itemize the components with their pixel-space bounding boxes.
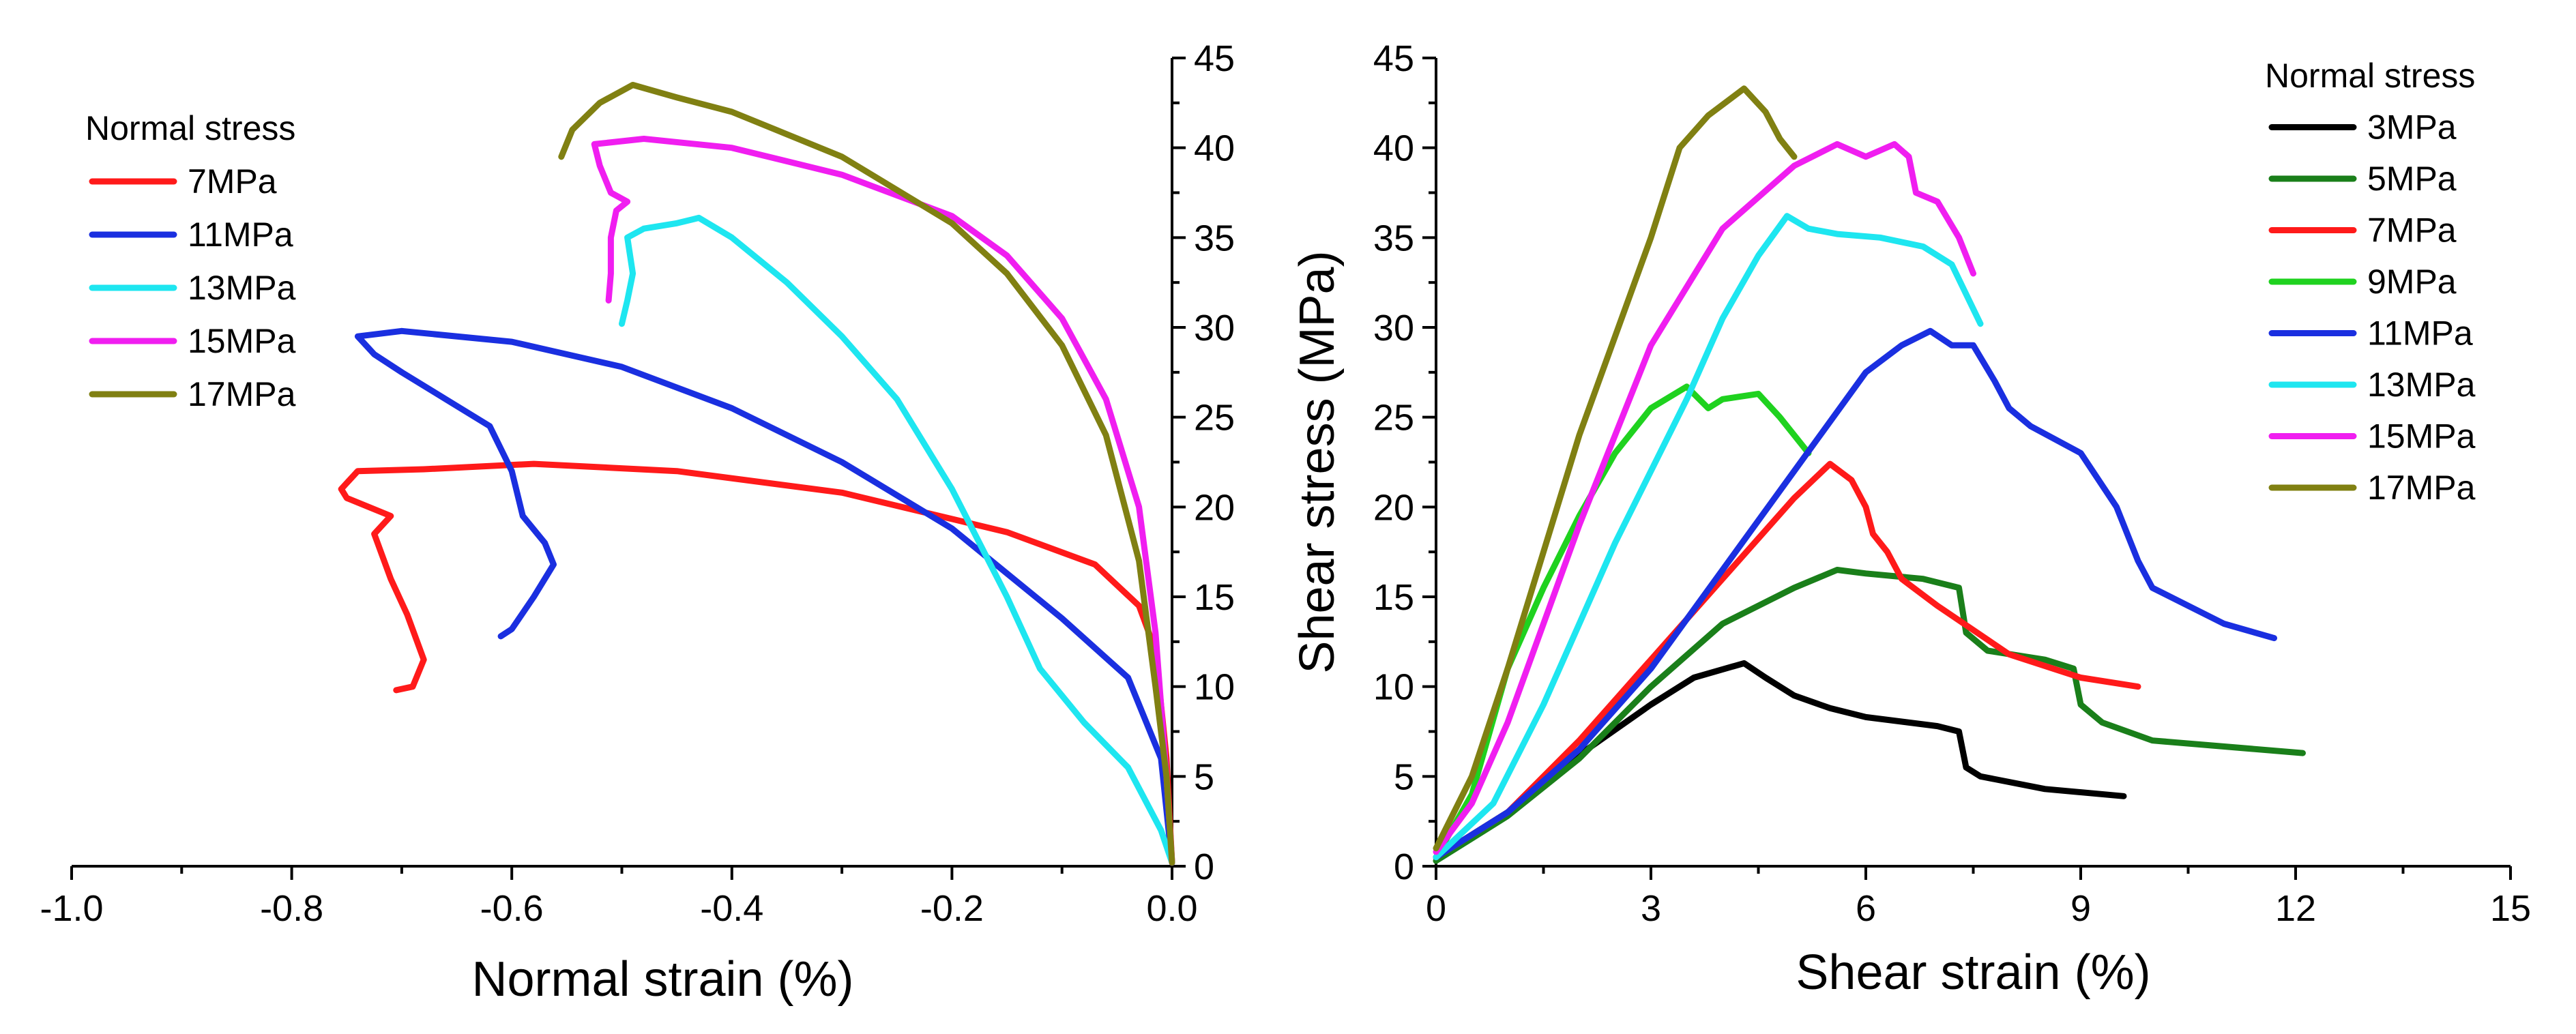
series-line-13mpa bbox=[1433, 213, 1984, 861]
series-line-7mpa bbox=[1433, 460, 2141, 861]
series-line-15mpa bbox=[591, 136, 1175, 866]
legend: Normal stress 7MPa 11MPa 13MPa 15MPa 17MPa bbox=[85, 109, 296, 413]
series-line-7mpa bbox=[338, 460, 1175, 866]
y-tick-label: 15 bbox=[1373, 577, 1414, 618]
legend-label-5mpa: 5MPa bbox=[2367, 160, 2457, 198]
legend-label-15mpa: 15MPa bbox=[2367, 417, 2476, 456]
legend-label-13mpa: 13MPa bbox=[188, 269, 296, 307]
x-tick-label: 12 bbox=[2275, 888, 2316, 929]
y-tick-label: 0 bbox=[1194, 846, 1214, 887]
legend-label-3mpa: 3MPa bbox=[2367, 108, 2457, 147]
x-tick-label: 15 bbox=[2490, 888, 2531, 929]
y-tick-label: 20 bbox=[1194, 487, 1235, 528]
series-line-3mpa bbox=[1433, 660, 2127, 861]
y-tick-label: 35 bbox=[1194, 218, 1235, 258]
series-line-17mpa bbox=[1433, 85, 1798, 852]
x-axis-title: Shear strain (%) bbox=[1796, 945, 2150, 1000]
legend-label-13mpa: 13MPa bbox=[2367, 366, 2476, 404]
series-line-17mpa bbox=[558, 82, 1175, 866]
legend-label-15mpa: 15MPa bbox=[188, 322, 296, 360]
y-tick-label: 15 bbox=[1194, 577, 1235, 618]
legend-title: Normal stress bbox=[85, 109, 295, 147]
normal-strain-panel: -1.0 -0.8 -0.6 -0.4 -0.2 0.00 5 10 15 20 25 30 35 40 4… bbox=[40, 38, 1235, 1007]
x-axis-title: Normal strain (%) bbox=[471, 952, 853, 1007]
legend-title: Normal stress bbox=[2265, 57, 2475, 95]
series-line-15mpa bbox=[1433, 141, 1976, 855]
series-line-9mpa bbox=[1433, 383, 1812, 861]
x-tick-label: -1.0 bbox=[40, 888, 103, 929]
legend-label-9mpa: 9MPa bbox=[2367, 263, 2457, 301]
y-tick-label: 25 bbox=[1373, 398, 1414, 439]
legend-label-11mpa: 11MPa bbox=[188, 216, 293, 254]
y-tick-label: 5 bbox=[1394, 756, 1414, 797]
legend-label-11mpa: 11MPa bbox=[2367, 314, 2473, 353]
x-tick-label: 9 bbox=[2070, 888, 2091, 929]
y-tick-label: 30 bbox=[1194, 308, 1235, 349]
x-tick-label: 0 bbox=[1426, 888, 1446, 929]
x-tick-label: -0.2 bbox=[920, 888, 984, 929]
y-tick-label: 10 bbox=[1373, 667, 1414, 708]
y-tick-label: 20 bbox=[1373, 487, 1414, 528]
series-line-13mpa bbox=[619, 214, 1175, 866]
y-tick-label: 25 bbox=[1194, 398, 1235, 439]
y-tick-label: 45 bbox=[1194, 38, 1235, 79]
legend-label-7mpa: 7MPa bbox=[188, 162, 277, 201]
x-tick-label: -0.4 bbox=[700, 888, 763, 929]
y-axis-title: Shear stress (MPa) bbox=[1290, 250, 1345, 673]
y-tick-label: 10 bbox=[1194, 667, 1235, 708]
y-tick-label: 5 bbox=[1194, 756, 1214, 797]
y-tick-label: 40 bbox=[1194, 128, 1235, 169]
x-tick-label: -0.8 bbox=[260, 888, 323, 929]
x-tick-label: 0.0 bbox=[1146, 888, 1197, 929]
shear-strain-panel: 0 3 6 9 12 15 0 5 10 15 20 25 30 35 40 45 Shear strain (… bbox=[1290, 38, 2531, 1000]
legend: Normal stress 3MPa 5MPa 7MPa 9MPa 11MPa 13MPa 1… bbox=[2265, 57, 2476, 507]
x-tick-label: 3 bbox=[1641, 888, 1661, 929]
y-tick-label: 35 bbox=[1373, 218, 1414, 258]
legend-label-7mpa: 7MPa bbox=[2367, 211, 2457, 250]
y-tick-label: 0 bbox=[1394, 846, 1414, 887]
y-tick-label: 40 bbox=[1373, 128, 1414, 169]
legend-label-17mpa: 17MPa bbox=[2367, 469, 2476, 507]
x-tick-label: 6 bbox=[1856, 888, 1876, 929]
y-tick-label: 45 bbox=[1373, 38, 1414, 79]
legend-label-17mpa: 17MPa bbox=[188, 375, 296, 413]
series-line-5mpa bbox=[1433, 567, 2306, 864]
x-tick-label: -0.6 bbox=[480, 888, 544, 929]
series-line-11mpa bbox=[1433, 327, 2277, 861]
y-tick-label: 30 bbox=[1373, 308, 1414, 349]
series-line-11mpa bbox=[354, 327, 1175, 866]
